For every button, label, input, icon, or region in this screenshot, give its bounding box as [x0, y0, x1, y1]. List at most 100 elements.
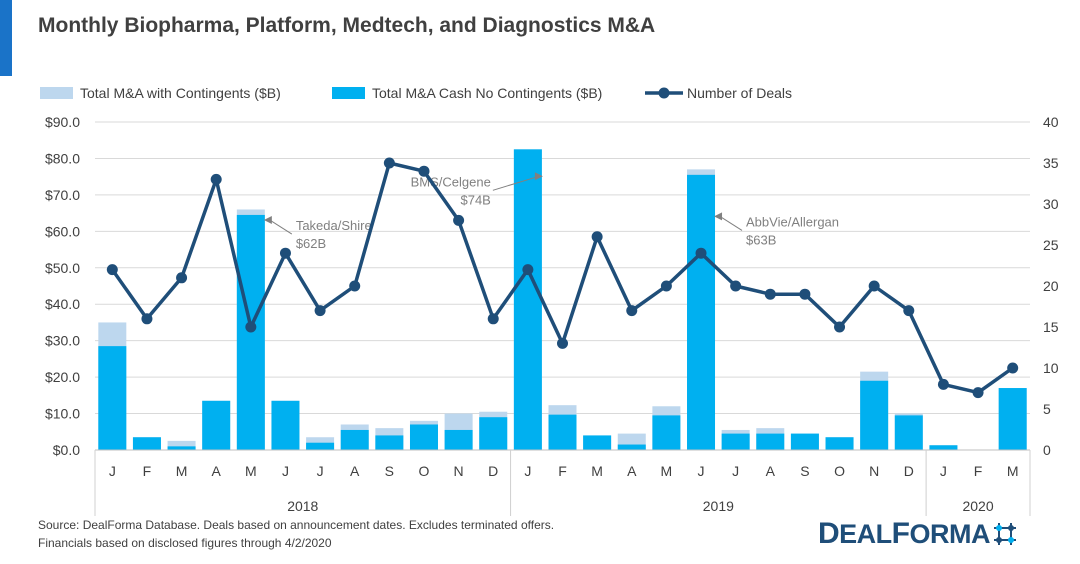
- legend-label-deals: Number of Deals: [687, 85, 792, 101]
- x-tick-label: M: [661, 463, 673, 479]
- x-tick-label: N: [869, 463, 879, 479]
- y-right-tick-label: 30: [1043, 196, 1059, 212]
- bar-cash: [929, 445, 958, 450]
- deals-point: [660, 280, 672, 292]
- x-tick-label: O: [419, 463, 430, 479]
- annotation-label: AbbVie/Allergan: [746, 214, 839, 229]
- legend-swatch-cash: [332, 87, 365, 99]
- year-label: 2018: [287, 498, 318, 514]
- x-tick-label: D: [904, 463, 914, 479]
- y-right-tick-label: 40: [1043, 114, 1059, 130]
- x-tick-label: N: [454, 463, 464, 479]
- annotation-leader: [269, 219, 293, 235]
- x-tick-label: J: [282, 463, 289, 479]
- legend-label-cash: Total M&A Cash No Contingents ($B): [372, 85, 602, 101]
- bar-cash: [409, 424, 438, 450]
- deals-point: [487, 313, 499, 325]
- deals-point: [972, 387, 984, 399]
- deals-point: [106, 264, 118, 276]
- deals-point: [210, 173, 222, 185]
- x-tick-label: M: [176, 463, 188, 479]
- source-note: Source: DealForma Database. Deals based …: [38, 516, 554, 552]
- y-right-tick-label: 25: [1043, 237, 1059, 253]
- x-tick-label: S: [385, 463, 394, 479]
- bar-cash: [548, 414, 577, 450]
- deals-point: [764, 288, 776, 300]
- title-accent-bar: [0, 0, 12, 76]
- year-label: 2019: [703, 498, 734, 514]
- x-tick-label: A: [627, 463, 637, 479]
- x-tick-label: F: [558, 463, 567, 479]
- bar-contingents: [167, 440, 196, 450]
- dealforma-logo: DEALFORMA: [818, 514, 1020, 554]
- bar-cash: [998, 388, 1027, 450]
- x-tick-label: D: [488, 463, 498, 479]
- y-right-tick-label: 0: [1043, 442, 1051, 458]
- bar-cash: [721, 433, 750, 450]
- x-tick-label: M: [1007, 463, 1019, 479]
- deals-point: [176, 272, 188, 284]
- deals-point: [834, 321, 846, 333]
- bar-cash: [894, 415, 923, 450]
- x-tick-label: F: [974, 463, 983, 479]
- x-tick-label: J: [317, 463, 324, 479]
- x-tick-label: M: [591, 463, 603, 479]
- y-left-tick-label: $80.0: [45, 150, 80, 166]
- bar-cash: [652, 415, 681, 450]
- x-tick-label: J: [732, 463, 739, 479]
- y-left-tick-label: $10.0: [45, 406, 80, 422]
- x-tick-label: J: [524, 463, 531, 479]
- x-tick-label: M: [245, 463, 257, 479]
- deals-point: [383, 157, 395, 169]
- annotation-label: Takeda/Shire: [296, 218, 372, 233]
- bar-cash: [444, 429, 473, 450]
- y-left-tick-label: $30.0: [45, 333, 80, 349]
- annotation-leader: [492, 175, 540, 191]
- bar-cash: [479, 417, 508, 450]
- annotation-value: $74B: [460, 192, 490, 207]
- deals-point: [279, 247, 291, 259]
- annotation-value: $62B: [296, 236, 326, 251]
- deals-point: [522, 264, 534, 276]
- x-tick-label: J: [940, 463, 947, 479]
- deals-point: [868, 280, 880, 292]
- bar-cash: [687, 174, 716, 450]
- x-tick-label: J: [109, 463, 116, 479]
- y-right-tick-label: 15: [1043, 319, 1059, 335]
- y-left-tick-label: $70.0: [45, 187, 80, 203]
- deals-point: [695, 247, 707, 259]
- deals-point: [418, 165, 430, 177]
- bar-cash: [583, 435, 612, 450]
- bar-cash: [860, 380, 889, 450]
- deals-point: [314, 305, 326, 317]
- bar-cash: [375, 435, 404, 450]
- y-left-tick-label: $50.0: [45, 260, 80, 276]
- bar-cash: [340, 429, 369, 450]
- logo-wordmark: DEALFORMA: [818, 517, 990, 550]
- bar-cash: [825, 437, 854, 450]
- source-line-1: Source: DealForma Database. Deals based …: [38, 518, 555, 532]
- y-right-tick-label: 35: [1043, 155, 1059, 171]
- legend-swatch-deals-marker: [658, 87, 670, 99]
- deals-point: [799, 288, 811, 300]
- deals-point: [591, 231, 603, 243]
- bar-cash: [790, 433, 819, 450]
- x-tick-label: A: [350, 463, 360, 479]
- deals-point: [903, 305, 915, 317]
- annotation-arrowhead: [263, 216, 272, 225]
- y-left-tick-label: $60.0: [45, 223, 80, 239]
- deals-point: [141, 313, 153, 325]
- bar-cash: [271, 400, 300, 450]
- deals-point: [557, 337, 568, 349]
- y-left-tick-label: $40.0: [45, 296, 80, 312]
- deals-point: [730, 280, 742, 292]
- bar-cash: [202, 400, 231, 450]
- y-left-tick-label: $20.0: [45, 369, 80, 385]
- deals-point: [626, 305, 638, 317]
- deals-point: [937, 378, 949, 390]
- bar-cash: [617, 444, 646, 450]
- deals-point: [453, 214, 465, 226]
- y-left-tick-label: $0.0: [53, 442, 80, 458]
- x-tick-label: S: [800, 463, 809, 479]
